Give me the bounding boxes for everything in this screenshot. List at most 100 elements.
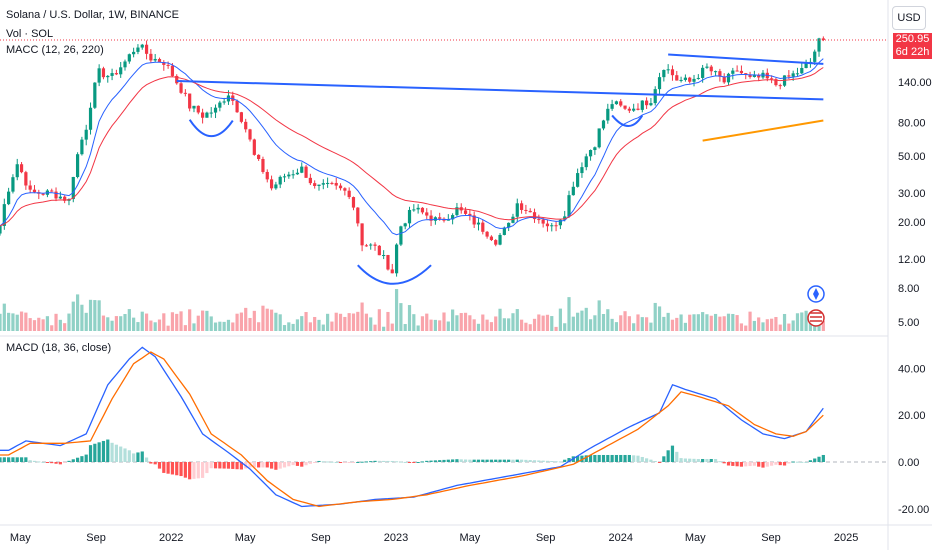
macd-histogram-bar	[252, 462, 256, 468]
volume-bar	[718, 316, 722, 331]
candle	[218, 102, 222, 108]
side-icons[interactable]	[807, 285, 825, 327]
candle	[666, 69, 670, 71]
volume-bar	[515, 309, 519, 331]
macd-histogram-bar	[364, 461, 369, 463]
volume-bar	[683, 322, 687, 331]
macd-histogram-bar	[420, 461, 425, 463]
macd-histogram-bar	[144, 457, 149, 462]
candle	[63, 196, 67, 201]
macd-histogram-bar	[97, 442, 101, 462]
volume-bar	[110, 320, 114, 331]
macd-histogram-bar	[7, 457, 11, 462]
signal-line	[0, 351, 824, 508]
volume-bar	[584, 307, 588, 331]
volume-bar	[416, 325, 420, 331]
time-tick-label: May	[685, 532, 706, 544]
candle	[429, 215, 433, 221]
macd-histogram-bar	[343, 462, 347, 463]
time-tick-label: May	[235, 532, 256, 544]
candle	[179, 83, 183, 93]
candle	[597, 128, 601, 148]
time-tick-label: 2023	[384, 532, 408, 544]
candle	[554, 225, 558, 227]
time-tick-label: Sep	[86, 532, 106, 544]
volume-bar	[528, 324, 532, 331]
macd-histogram-bar	[735, 462, 739, 467]
candle	[364, 245, 369, 247]
candle	[670, 69, 675, 76]
macd-histogram-bar	[507, 459, 511, 462]
candle	[282, 176, 287, 178]
macd-histogram-bar	[662, 456, 666, 462]
macd-histogram-bar	[394, 461, 399, 463]
candle	[205, 112, 209, 118]
volume-bar	[179, 311, 183, 331]
volume-bar	[593, 315, 597, 331]
macd-histogram-bar	[774, 462, 778, 465]
volume-bar	[451, 309, 455, 331]
macd-histogram-bar	[119, 446, 123, 462]
macd-histogram-bar	[347, 462, 351, 463]
price-tick-label: 140.00	[898, 77, 932, 89]
volume-bar	[317, 319, 321, 331]
volume-bar	[519, 319, 524, 331]
volume-bar	[162, 313, 166, 331]
candle	[403, 223, 407, 227]
volume-bar	[188, 309, 192, 331]
volume-bar	[653, 302, 657, 331]
macd-histogram-bar	[627, 454, 631, 462]
volume-bar	[778, 324, 782, 331]
volume-bar	[481, 314, 485, 331]
macd-histogram-bar	[15, 457, 19, 462]
volume-bar	[701, 312, 705, 331]
candle	[356, 207, 360, 224]
candle	[610, 104, 614, 109]
candle	[41, 193, 45, 195]
macd-histogram-bar	[770, 462, 774, 466]
volume-bar	[507, 318, 511, 331]
volume-bar	[399, 303, 403, 331]
candle	[709, 66, 713, 72]
volume-bar	[498, 308, 502, 331]
candle	[636, 108, 640, 110]
candle	[713, 71, 718, 73]
macd-histogram-bar	[692, 458, 696, 462]
macd-histogram-bar	[127, 450, 131, 462]
fast-ma-line	[0, 58, 824, 236]
candle	[390, 269, 394, 274]
macd-histogram-bar	[235, 462, 239, 470]
volume-bar	[123, 314, 127, 331]
candle	[446, 219, 450, 221]
candle	[235, 100, 239, 113]
macd-histogram-bar	[485, 459, 489, 462]
candle	[606, 108, 610, 121]
volume-bar	[257, 322, 261, 331]
candle	[472, 215, 476, 225]
candle	[28, 185, 32, 190]
candle	[696, 77, 700, 79]
macd-histogram-bar	[623, 454, 627, 462]
candle	[261, 159, 265, 172]
volume-bar	[0, 313, 2, 331]
candle	[795, 73, 800, 75]
time-tick-label: Sep	[311, 532, 331, 544]
volume-bar	[140, 311, 144, 331]
volume-bar	[300, 316, 304, 331]
candle	[0, 225, 2, 234]
candle	[425, 212, 429, 216]
macd-histogram-bar	[123, 448, 127, 462]
macd-histogram-bar	[472, 459, 476, 462]
volume-bar	[218, 321, 222, 331]
us-flag-icon[interactable]	[807, 309, 825, 327]
candle	[550, 225, 554, 227]
time-tick-label: Sep	[536, 532, 556, 544]
volume-bar	[239, 312, 243, 331]
volume-bar	[287, 322, 291, 331]
volume-bar	[463, 312, 468, 331]
currency-button[interactable]: USD	[892, 6, 926, 30]
macd-histogram-bar	[442, 459, 446, 462]
price-tick-label: 50.00	[898, 151, 926, 163]
volume-bar	[433, 319, 437, 331]
